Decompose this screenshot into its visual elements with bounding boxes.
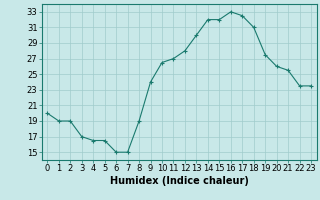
X-axis label: Humidex (Indice chaleur): Humidex (Indice chaleur) — [110, 176, 249, 186]
